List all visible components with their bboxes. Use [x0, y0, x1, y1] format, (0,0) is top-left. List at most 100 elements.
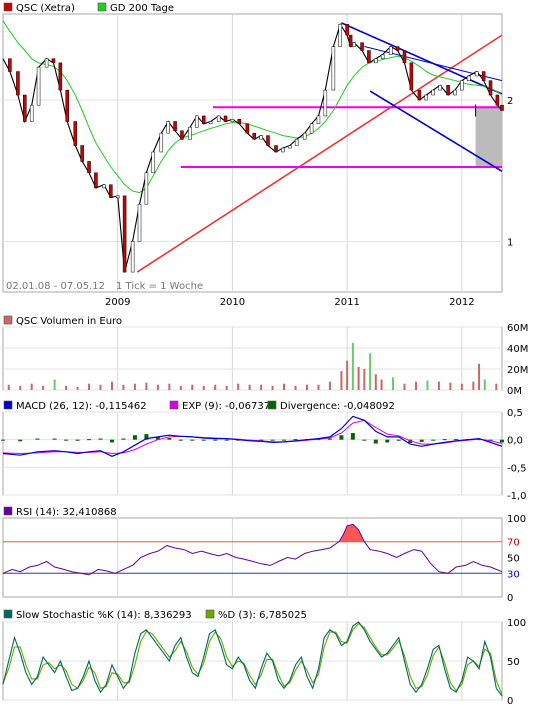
- volume-bar: [380, 379, 383, 390]
- legend-swatch: [3, 315, 13, 325]
- macd-y-tick-label: 0,5: [507, 408, 523, 419]
- date-range-label: 02.01.08 - 07.05.12: [6, 281, 105, 292]
- rsi-frame: [2, 517, 503, 598]
- price-x-tick-label: 2009: [105, 297, 130, 308]
- price-candle: [460, 80, 464, 91]
- legend-swatch: [97, 2, 107, 12]
- price-candle: [294, 139, 299, 146]
- price-candle: [424, 94, 429, 101]
- price-candle: [281, 147, 285, 153]
- macd-line: [2, 415, 503, 457]
- volume-bar: [237, 383, 240, 390]
- volume-bar: [271, 385, 274, 390]
- price-candle: [173, 121, 177, 132]
- divergence-bar: [282, 439, 287, 441]
- legend-label: %D (3): 6,785025: [218, 610, 307, 621]
- price-candle: [380, 54, 385, 59]
- price-candle: [230, 119, 235, 122]
- price-candle: [115, 195, 120, 199]
- price-candle: [58, 62, 63, 91]
- price-candle: [409, 62, 414, 91]
- stochastic-panel: 100 50 0 Slow Stochastic %K (14): 8,336293%…: [2, 609, 526, 707]
- divergence-bar: [167, 438, 172, 440]
- volume-panel: 60M 40M 20M 0M QSC Volumen in Euro: [2, 315, 528, 397]
- volume-bar: [328, 381, 331, 390]
- price-candle: [188, 127, 192, 140]
- stoch-k-line: [2, 621, 503, 697]
- volume-bar: [495, 383, 498, 390]
- legend-label: Slow Stochastic %K (14): 8,336293: [16, 610, 192, 621]
- price-candle: [151, 151, 156, 173]
- price-candle: [180, 130, 184, 140]
- divergence-bar: [327, 438, 332, 440]
- macd-panel: 0,5 0,0 -0,5 -1,0 MACD (26, 12): -0,115462 EX…: [1, 400, 527, 502]
- price-candle: [237, 119, 242, 125]
- legend-label: GD 200 Tage: [110, 3, 174, 14]
- volume-bar: [145, 382, 148, 390]
- legend-label: MACD (26, 12): -0,115462: [16, 401, 147, 412]
- price-candle: [316, 115, 321, 125]
- price-candle: [252, 132, 256, 140]
- volume-bar: [374, 374, 377, 390]
- divergence-bar: [500, 439, 504, 443]
- divergence-bar: [224, 439, 229, 441]
- volume-bar: [483, 379, 486, 390]
- stochastic-y-tick-label: 100: [507, 618, 526, 629]
- legend-swatch: [3, 400, 13, 410]
- volume-y-tick-label: 0M: [507, 386, 522, 397]
- price-candle: [348, 34, 353, 47]
- divergence-bar: [155, 436, 160, 440]
- price-candle: [402, 50, 407, 64]
- volume-bar: [346, 360, 349, 390]
- price-candle: [159, 132, 164, 153]
- legend-swatch: [169, 400, 179, 410]
- price-y-tick-label: 1: [507, 237, 513, 248]
- divergence-bar: [144, 434, 149, 440]
- legend-label: EXP (9): -0,06737: [182, 401, 270, 412]
- sma-200-line: [2, 20, 503, 194]
- volume-bar: [340, 371, 343, 390]
- price-candle: [374, 58, 378, 64]
- legend-label: Divergence: -0,048092: [280, 401, 395, 412]
- price-x-tick-label: 2012: [449, 297, 474, 308]
- volume-bar: [7, 384, 10, 390]
- price-candle: [274, 145, 278, 153]
- price-candle: [488, 80, 493, 96]
- volume-bar: [110, 381, 113, 390]
- divergence-bar: [293, 439, 298, 441]
- macd-y-tick-label: -0,5: [507, 463, 527, 474]
- legend-swatch: [3, 506, 13, 516]
- price-candle: [23, 94, 27, 122]
- divergence-bar: [431, 439, 436, 441]
- divergence-bar: [396, 439, 401, 441]
- volume-bar: [392, 377, 395, 390]
- price-candle: [495, 94, 500, 106]
- legend-label: QSC Volumen in Euro: [16, 316, 122, 327]
- rsi-overbought-fill: [335, 524, 368, 542]
- volume-bar: [122, 384, 125, 390]
- volume-bar: [88, 383, 91, 390]
- stochastic-y-tick-label: 0: [507, 696, 513, 707]
- volume-bar: [283, 383, 286, 390]
- price-candle: [259, 135, 263, 140]
- volume-bar: [449, 382, 452, 390]
- legend-swatch: [3, 2, 13, 12]
- macd-frame: [2, 411, 503, 496]
- price-candle: [388, 46, 393, 55]
- price-candle: [87, 161, 91, 173]
- volume-bar: [317, 384, 320, 390]
- price-candle: [266, 135, 270, 146]
- price-candle: [331, 46, 336, 91]
- divergence-bar: [75, 439, 80, 441]
- price-candle: [302, 132, 307, 140]
- price-candle: [94, 172, 98, 189]
- divergence-bar: [98, 438, 103, 440]
- volume-bar: [42, 385, 45, 390]
- volume-bar: [460, 383, 463, 390]
- legend-label: RSI (14): 32,410868: [16, 507, 117, 518]
- divergence-bar: [385, 439, 390, 443]
- divergence-bar: [316, 439, 321, 441]
- rsi-y-tick-label: 50: [507, 554, 520, 565]
- rsi-y-tick-label: 100: [507, 514, 526, 525]
